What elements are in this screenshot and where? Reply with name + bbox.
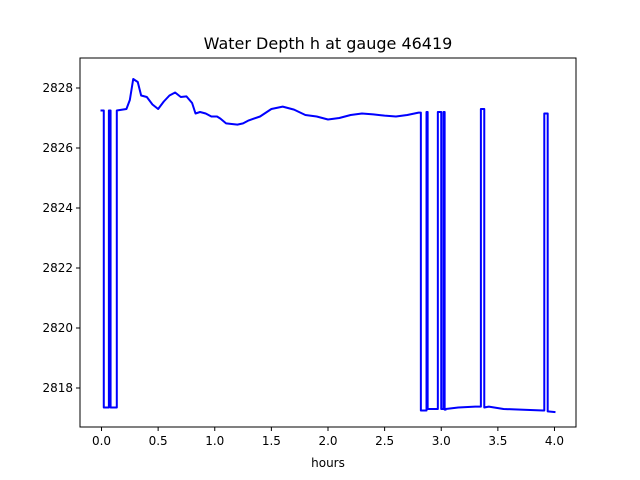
y-axis: 2818 2820 2822 2824 2826 2828 <box>42 81 80 395</box>
y-tick-label: 2826 <box>42 141 73 155</box>
chart-title: Water Depth h at gauge 46419 <box>204 34 453 53</box>
y-tick-label: 2818 <box>42 381 73 395</box>
x-axis: 0.0 0.5 1.0 1.5 2.0 2.5 3.0 3.5 4.0 <box>92 427 564 448</box>
series-line <box>100 78 556 414</box>
y-tick-label: 2820 <box>42 321 73 335</box>
x-tick-label: 1.0 <box>205 434 224 448</box>
y-tick-label: 2822 <box>42 261 73 275</box>
y-tick-label: 2828 <box>42 81 73 95</box>
x-tick-label: 3.0 <box>432 434 451 448</box>
x-axis-label: hours <box>311 456 345 470</box>
x-tick-label: 3.5 <box>488 434 507 448</box>
x-tick-label: 2.0 <box>318 434 337 448</box>
plot-area <box>79 57 577 428</box>
x-tick-label: 2.5 <box>375 434 394 448</box>
y-tick-label: 2824 <box>42 201 73 215</box>
x-tick-label: 0.0 <box>92 434 111 448</box>
x-tick-label: 0.5 <box>149 434 168 448</box>
axes-background <box>80 58 576 427</box>
x-tick-label: 1.5 <box>262 434 281 448</box>
x-tick-label: 4.0 <box>545 434 564 448</box>
